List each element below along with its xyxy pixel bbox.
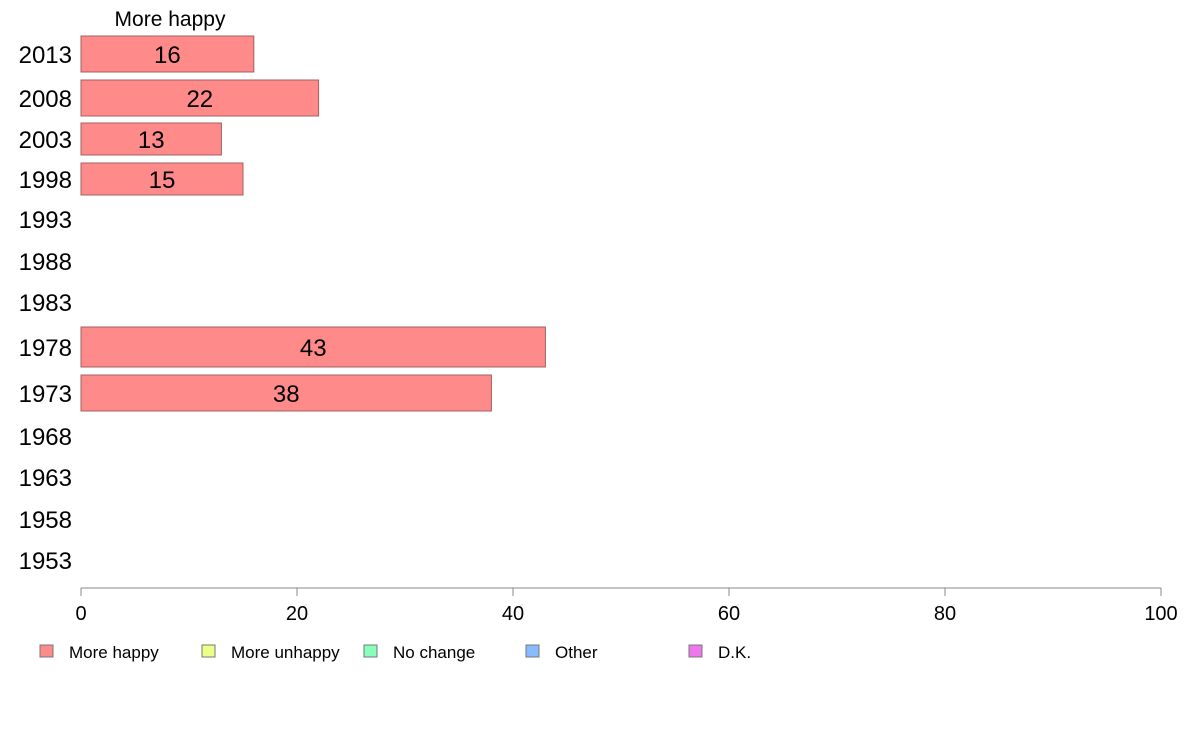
bar	[80, 79, 320, 117]
legend-label: More happy	[69, 643, 159, 662]
bar	[80, 162, 244, 196]
y-axis-labels: 2013 2008 2003 1998 1993 1988 1983 1978 1973 1968…	[19, 42, 72, 575]
x-tick-label: 40	[502, 603, 524, 625]
y-tick-label: 1978	[19, 335, 72, 362]
data-label: 16	[154, 42, 181, 69]
y-tick-label: 1998	[19, 167, 72, 194]
data-label: 38	[273, 381, 300, 408]
legend-swatch	[201, 644, 216, 658]
bar	[80, 374, 492, 412]
y-tick-label: 1993	[19, 207, 72, 234]
series-header: More happy	[115, 8, 226, 31]
y-tick-label: 1953	[19, 548, 72, 575]
y-tick-label: 1963	[19, 465, 72, 492]
x-tick-label: 0	[75, 603, 86, 625]
y-tick-label: 1968	[19, 424, 72, 451]
y-tick-label: 1973	[19, 381, 72, 408]
x-tick-label: 20	[286, 603, 308, 625]
data-label: 13	[138, 127, 165, 154]
x-tick-label: 80	[934, 603, 956, 625]
legend-label: D.K.	[718, 643, 751, 662]
legend-swatch	[688, 644, 703, 658]
legend-swatch	[525, 644, 540, 658]
x-tick-label: 100	[1144, 603, 1177, 625]
bar	[80, 35, 255, 73]
bar	[80, 122, 222, 156]
y-tick-label: 2008	[19, 86, 72, 113]
x-tick-label: 60	[718, 603, 740, 625]
legend-swatch	[363, 644, 378, 658]
y-tick-label: 1988	[19, 249, 72, 276]
data-label: 15	[149, 167, 176, 194]
legend: More happy More unhappy No change Other D.K.	[39, 643, 751, 662]
y-tick-label: 1983	[19, 290, 72, 317]
legend-label: Other	[555, 643, 598, 662]
data-label: 43	[300, 335, 327, 362]
legend-label: No change	[393, 643, 475, 662]
bar	[80, 326, 546, 368]
legend-swatch	[39, 644, 54, 658]
y-tick-label: 2003	[19, 127, 72, 154]
y-tick-label: 2013	[19, 42, 72, 69]
y-tick-label: 1958	[19, 507, 72, 534]
legend-label: More unhappy	[231, 643, 340, 662]
data-label: 22	[186, 86, 213, 113]
x-axis-ticks: 0 20 40 60 80 100	[75, 588, 1178, 625]
